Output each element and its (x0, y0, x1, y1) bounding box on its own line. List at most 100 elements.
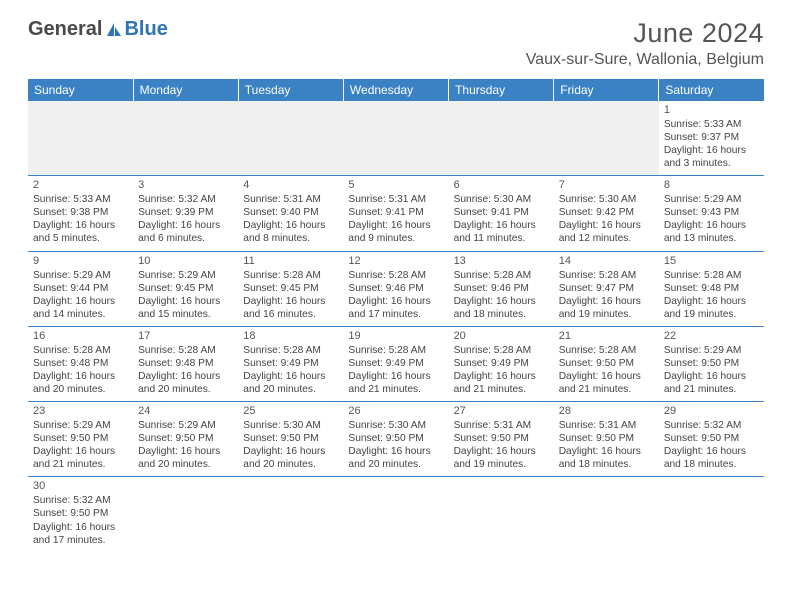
daylight-text: and 18 minutes. (664, 458, 759, 471)
calendar-cell: 5Sunrise: 5:31 AMSunset: 9:41 PMDaylight… (343, 176, 448, 251)
sunrise-text: Sunrise: 5:31 AM (243, 193, 338, 206)
calendar-cell: 13Sunrise: 5:28 AMSunset: 9:46 PMDayligh… (449, 251, 554, 326)
day-number: 9 (33, 254, 128, 268)
dayname-mon: Monday (133, 79, 238, 101)
daylight-text: Daylight: 16 hours (664, 370, 759, 383)
dayname-thu: Thursday (449, 79, 554, 101)
dayname-tue: Tuesday (238, 79, 343, 101)
day-number: 30 (33, 479, 128, 493)
sunset-text: Sunset: 9:37 PM (664, 131, 759, 144)
sunset-text: Sunset: 9:49 PM (348, 357, 443, 370)
day-number: 18 (243, 329, 338, 343)
day-number: 29 (664, 404, 759, 418)
sunrise-text: Sunrise: 5:31 AM (454, 419, 549, 432)
daylight-text: Daylight: 16 hours (243, 445, 338, 458)
day-number: 16 (33, 329, 128, 343)
sunrise-text: Sunrise: 5:28 AM (454, 269, 549, 282)
sunrise-text: Sunrise: 5:28 AM (243, 269, 338, 282)
daylight-text: Daylight: 16 hours (243, 219, 338, 232)
daylight-text: Daylight: 16 hours (243, 295, 338, 308)
sunrise-text: Sunrise: 5:29 AM (664, 193, 759, 206)
sunset-text: Sunset: 9:50 PM (348, 432, 443, 445)
sunrise-text: Sunrise: 5:28 AM (138, 344, 233, 357)
sunset-text: Sunset: 9:39 PM (138, 206, 233, 219)
day-number: 3 (138, 178, 233, 192)
calendar-cell: 21Sunrise: 5:28 AMSunset: 9:50 PMDayligh… (554, 326, 659, 401)
daylight-text: and 14 minutes. (33, 308, 128, 321)
location-label: Vaux-sur-Sure, Wallonia, Belgium (526, 51, 764, 69)
calendar-cell: 24Sunrise: 5:29 AMSunset: 9:50 PMDayligh… (133, 402, 238, 477)
calendar-cell: 18Sunrise: 5:28 AMSunset: 9:49 PMDayligh… (238, 326, 343, 401)
logo-text-2: Blue (124, 18, 167, 41)
day-number: 23 (33, 404, 128, 418)
sunrise-text: Sunrise: 5:30 AM (559, 193, 654, 206)
sunset-text: Sunset: 9:48 PM (33, 357, 128, 370)
daylight-text: Daylight: 16 hours (33, 521, 128, 534)
sunrise-text: Sunrise: 5:28 AM (348, 344, 443, 357)
sunrise-text: Sunrise: 5:28 AM (348, 269, 443, 282)
calendar-week-row: 9Sunrise: 5:29 AMSunset: 9:44 PMDaylight… (28, 251, 764, 326)
day-number: 26 (348, 404, 443, 418)
sunrise-text: Sunrise: 5:28 AM (454, 344, 549, 357)
daylight-text: and 21 minutes. (33, 458, 128, 471)
sunset-text: Sunset: 9:49 PM (454, 357, 549, 370)
calendar-cell: 3Sunrise: 5:32 AMSunset: 9:39 PMDaylight… (133, 176, 238, 251)
calendar-cell: 26Sunrise: 5:30 AMSunset: 9:50 PMDayligh… (343, 402, 448, 477)
sunset-text: Sunset: 9:46 PM (454, 282, 549, 295)
day-number: 27 (454, 404, 549, 418)
daylight-text: and 8 minutes. (243, 232, 338, 245)
dayname-sat: Saturday (659, 79, 764, 101)
daylight-text: and 21 minutes. (559, 383, 654, 396)
sunset-text: Sunset: 9:45 PM (243, 282, 338, 295)
day-number: 1 (664, 103, 759, 117)
sunrise-text: Sunrise: 5:30 AM (454, 193, 549, 206)
sunset-text: Sunset: 9:48 PM (664, 282, 759, 295)
calendar-cell (343, 477, 448, 552)
sunrise-text: Sunrise: 5:29 AM (33, 269, 128, 282)
sunset-text: Sunset: 9:50 PM (664, 432, 759, 445)
daylight-text: Daylight: 16 hours (454, 370, 549, 383)
calendar-cell: 2Sunrise: 5:33 AMSunset: 9:38 PMDaylight… (28, 176, 133, 251)
day-number: 24 (138, 404, 233, 418)
sunset-text: Sunset: 9:50 PM (243, 432, 338, 445)
sunrise-text: Sunrise: 5:29 AM (33, 419, 128, 432)
daylight-text: Daylight: 16 hours (243, 370, 338, 383)
sunset-text: Sunset: 9:41 PM (348, 206, 443, 219)
daylight-text: and 6 minutes. (138, 232, 233, 245)
calendar-cell: 9Sunrise: 5:29 AMSunset: 9:44 PMDaylight… (28, 251, 133, 326)
calendar-cell: 23Sunrise: 5:29 AMSunset: 9:50 PMDayligh… (28, 402, 133, 477)
daylight-text: Daylight: 16 hours (33, 445, 128, 458)
sunrise-text: Sunrise: 5:31 AM (559, 419, 654, 432)
calendar-cell (343, 101, 448, 176)
sunrise-text: Sunrise: 5:33 AM (664, 118, 759, 131)
dayname-sun: Sunday (28, 79, 133, 101)
sunset-text: Sunset: 9:50 PM (138, 432, 233, 445)
sunrise-text: Sunrise: 5:30 AM (348, 419, 443, 432)
sunset-text: Sunset: 9:38 PM (33, 206, 128, 219)
page-header: General Blue June 2024 Vaux-sur-Sure, Wa… (28, 18, 764, 69)
day-number: 5 (348, 178, 443, 192)
daylight-text: and 11 minutes. (454, 232, 549, 245)
sunset-text: Sunset: 9:50 PM (559, 357, 654, 370)
sunset-text: Sunset: 9:50 PM (559, 432, 654, 445)
daylight-text: and 20 minutes. (138, 458, 233, 471)
sunrise-text: Sunrise: 5:31 AM (348, 193, 443, 206)
daylight-text: Daylight: 16 hours (664, 295, 759, 308)
daylight-text: Daylight: 16 hours (348, 295, 443, 308)
daylight-text: and 12 minutes. (559, 232, 654, 245)
daylight-text: Daylight: 16 hours (664, 144, 759, 157)
calendar-cell: 10Sunrise: 5:29 AMSunset: 9:45 PMDayligh… (133, 251, 238, 326)
daylight-text: and 18 minutes. (559, 458, 654, 471)
calendar-week-row: 2Sunrise: 5:33 AMSunset: 9:38 PMDaylight… (28, 176, 764, 251)
calendar-cell: 20Sunrise: 5:28 AMSunset: 9:49 PMDayligh… (449, 326, 554, 401)
daylight-text: Daylight: 16 hours (33, 295, 128, 308)
daylight-text: and 19 minutes. (454, 458, 549, 471)
calendar-cell: 22Sunrise: 5:29 AMSunset: 9:50 PMDayligh… (659, 326, 764, 401)
day-number: 11 (243, 254, 338, 268)
daylight-text: and 20 minutes. (243, 458, 338, 471)
day-number: 6 (454, 178, 549, 192)
title-block: June 2024 Vaux-sur-Sure, Wallonia, Belgi… (526, 18, 764, 69)
daylight-text: Daylight: 16 hours (559, 295, 654, 308)
daylight-text: and 18 minutes. (454, 308, 549, 321)
calendar-cell (449, 101, 554, 176)
